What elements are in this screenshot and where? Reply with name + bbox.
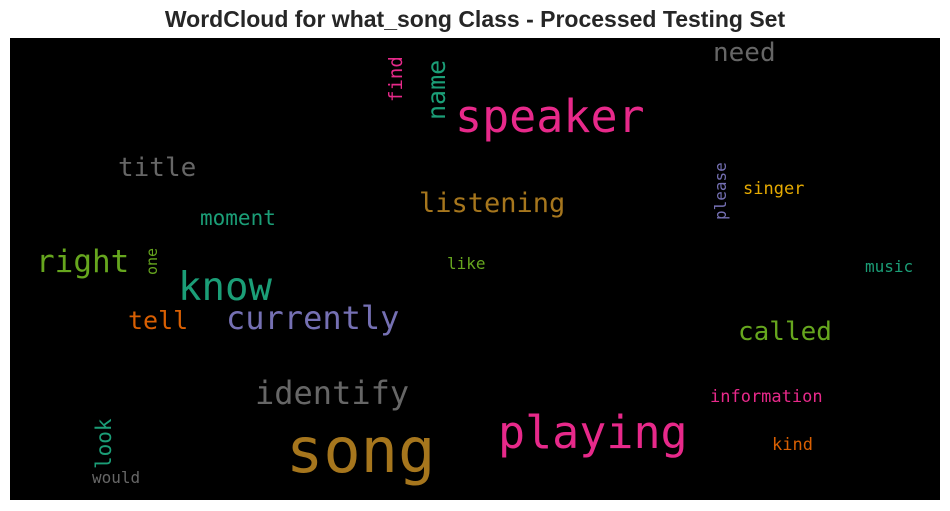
word-listening: listening xyxy=(419,188,566,219)
word-called: called xyxy=(738,317,832,347)
chart-title: WordCloud for what_song Class - Processe… xyxy=(164,6,786,32)
word-right: right xyxy=(36,244,130,280)
word-please: please xyxy=(711,162,730,220)
word-kind: kind xyxy=(772,435,813,455)
word-need: need xyxy=(713,38,776,68)
word-speaker: speaker xyxy=(455,90,645,143)
word-know: know xyxy=(178,265,272,310)
word-one: one xyxy=(143,247,161,275)
word-song: song xyxy=(286,414,436,487)
word-cloud: song speaker playing know currently iden… xyxy=(10,38,940,500)
word-identify: identify xyxy=(255,374,410,412)
word-singer: singer xyxy=(743,179,805,199)
word-moment: moment xyxy=(200,206,276,230)
word-name: name xyxy=(422,59,451,120)
word-music: music xyxy=(865,257,914,276)
word-like: like xyxy=(447,254,486,273)
word-find: find xyxy=(385,56,407,102)
word-tell: tell xyxy=(128,306,189,335)
word-currently: currently xyxy=(226,299,400,337)
word-would: would xyxy=(92,468,141,487)
word-playing: playing xyxy=(498,406,688,459)
word-information: information xyxy=(710,387,823,407)
word-title: title xyxy=(118,153,197,183)
word-look: look xyxy=(92,418,116,469)
